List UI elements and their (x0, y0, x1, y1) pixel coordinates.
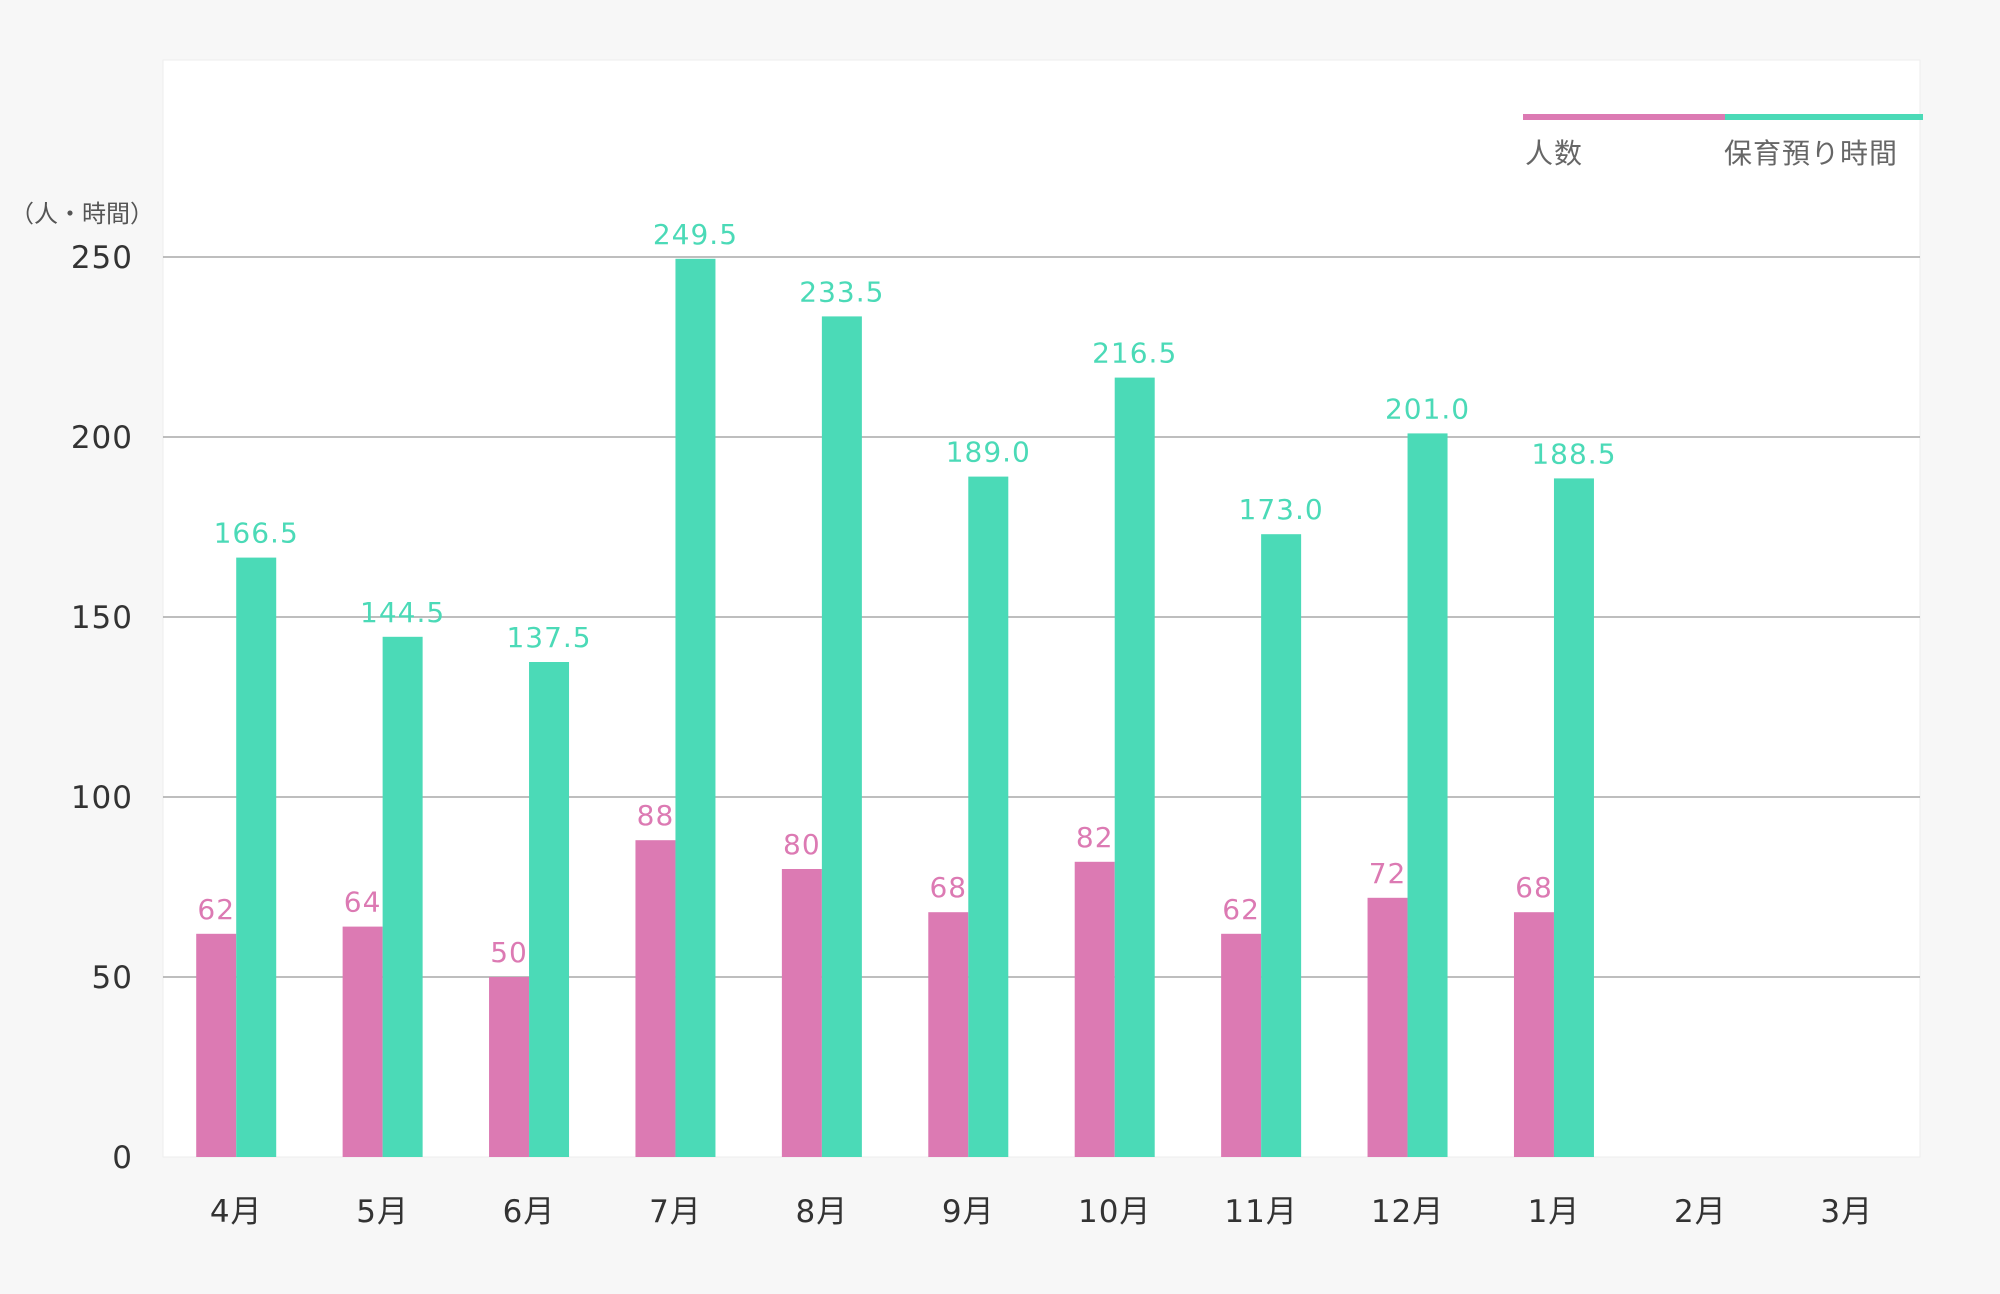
bar-hours (821, 316, 862, 1157)
bar-count (1074, 861, 1115, 1157)
x-tick-label: 11月 (1224, 1194, 1297, 1230)
bars (196, 258, 1594, 1158)
y-tick-label: 50 (92, 960, 133, 996)
legend: 人数 保育預り時間 (1523, 114, 1923, 170)
data-label-hours: 216.5 (1092, 337, 1177, 370)
bar-count (1513, 912, 1554, 1157)
x-tick-label: 10月 (1078, 1194, 1151, 1230)
bar-hours (382, 636, 423, 1157)
y-tick-label: 200 (71, 420, 133, 456)
x-tick-label: 1月 (1528, 1194, 1581, 1230)
y-tick-label: 150 (71, 600, 133, 636)
y-tick-label: 0 (112, 1140, 133, 1176)
bar-hours (1114, 377, 1155, 1158)
y-axis: 0 50 100 150 200 250 (71, 240, 133, 1176)
bar-count (635, 840, 676, 1157)
data-label-count: 80 (783, 828, 821, 861)
x-tick-label: 5月 (356, 1194, 409, 1230)
data-label-count: 72 (1369, 857, 1407, 890)
x-tick-label: 12月 (1371, 1194, 1444, 1230)
data-label-count: 50 (490, 936, 528, 969)
plot-area (162, 59, 1921, 1158)
gridlines (163, 256, 1920, 978)
legend-label-hours: 保育預り時間 (1724, 137, 1898, 170)
data-label-count: 68 (929, 871, 967, 904)
x-tick-label: 6月 (503, 1194, 556, 1230)
y-tick-label: 100 (71, 780, 133, 816)
bar-hours (1261, 534, 1302, 1157)
data-label-hours: 137.5 (506, 621, 591, 654)
bar-hours (1553, 478, 1594, 1157)
bar-count (1367, 897, 1408, 1157)
x-tick-label: 9月 (942, 1194, 995, 1230)
data-label-count: 62 (1222, 893, 1260, 926)
y-tick-label: 250 (71, 240, 133, 276)
bar-hours (968, 476, 1009, 1158)
data-label-hours: 166.5 (214, 517, 299, 550)
data-label-hours: 233.5 (799, 275, 884, 308)
legend-label-count: 人数 (1525, 137, 1583, 170)
bar-hours (236, 557, 277, 1157)
data-label-hours: 249.5 (653, 218, 738, 251)
x-axis: 4月 5月 6月 7月 8月 9月 10月 11月 12月 1月 2月 3月 (210, 1194, 1873, 1230)
bar-count (781, 869, 822, 1157)
bar-hours (675, 258, 716, 1157)
bar-hours (529, 662, 570, 1157)
x-tick-label: 3月 (1820, 1194, 1873, 1230)
bar-count (489, 977, 530, 1157)
x-tick-label: 2月 (1674, 1194, 1727, 1230)
bar-hours (1407, 433, 1448, 1157)
data-label-count: 62 (197, 893, 235, 926)
data-label-hours: 144.5 (360, 596, 445, 629)
bar-count (1221, 933, 1262, 1157)
bar-count (928, 912, 969, 1157)
bar-count (342, 926, 383, 1157)
x-tick-label: 8月 (796, 1194, 849, 1230)
data-labels: 62 166.5 64 144.5 50 137.5 88 249.5 80 233.5 68 189… (197, 218, 1616, 969)
data-label-hours: 173.0 (1239, 493, 1324, 526)
data-label-count: 64 (344, 886, 382, 919)
y-unit-label: （人・時間） (10, 200, 154, 228)
data-label-count: 82 (1076, 821, 1114, 854)
data-label-hours: 201.0 (1385, 392, 1470, 425)
data-label-hours: 189.0 (946, 436, 1031, 469)
bar-count (196, 933, 237, 1157)
data-label-count: 88 (637, 799, 675, 832)
data-label-count: 68 (1515, 871, 1553, 904)
x-tick-label: 7月 (649, 1194, 702, 1230)
x-tick-label: 4月 (210, 1194, 263, 1230)
data-label-hours: 188.5 (1531, 437, 1616, 470)
